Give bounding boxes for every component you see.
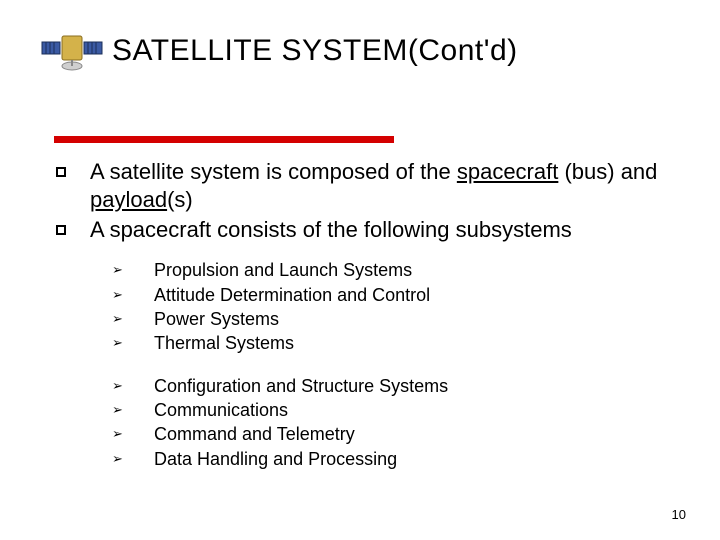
sub-bullet-item: ➢ Data Handling and Processing (112, 447, 660, 471)
main-bullet-item: A satellite system is composed of the sp… (56, 158, 660, 214)
text-fragment: (s) (167, 187, 193, 212)
title-rule (54, 136, 394, 143)
sub-bullet-item: ➢ Thermal Systems (112, 331, 660, 355)
main-bullet-text: A satellite system is composed of the sp… (90, 159, 657, 212)
main-bullet-text: A spacecraft consists of the following s… (90, 217, 572, 242)
chevron-icon: ➢ (112, 377, 123, 395)
chevron-icon: ➢ (112, 310, 123, 328)
underlined-word: payload (90, 187, 167, 212)
square-bullet-icon (56, 167, 66, 177)
sub-bullet-text: Command and Telemetry (154, 424, 355, 444)
chevron-icon: ➢ (112, 450, 123, 468)
sub-bullet-item: ➢ Command and Telemetry (112, 422, 660, 446)
slide-title: SATELLITE SYSTEM(Cont'd) (112, 34, 518, 68)
content-area: A satellite system is composed of the sp… (56, 158, 660, 471)
chevron-icon: ➢ (112, 425, 123, 443)
text-fragment: (bus) and (558, 159, 657, 184)
sub-bullet-item: ➢ Configuration and Structure Systems (112, 374, 660, 398)
sub-bullet-list: ➢ Propulsion and Launch Systems ➢ Attitude… (112, 258, 660, 470)
chevron-icon: ➢ (112, 261, 123, 279)
title-row: SATELLITE SYSTEM(Cont'd) (40, 24, 680, 78)
sub-bullet-group: ➢ Propulsion and Launch Systems ➢ Attitude… (112, 258, 660, 355)
underlined-word: spacecraft (457, 159, 559, 184)
chevron-icon: ➢ (112, 286, 123, 304)
sub-bullet-text: Attitude Determination and Control (154, 285, 430, 305)
chevron-icon: ➢ (112, 401, 123, 419)
main-bullet-list: A satellite system is composed of the sp… (56, 158, 660, 244)
chevron-icon: ➢ (112, 334, 123, 352)
square-bullet-icon (56, 225, 66, 235)
main-bullet-item: A spacecraft consists of the following s… (56, 216, 660, 244)
page-number: 10 (672, 507, 686, 522)
sub-bullet-item: ➢ Power Systems (112, 307, 660, 331)
sub-bullet-item: ➢ Propulsion and Launch Systems (112, 258, 660, 282)
sub-bullet-group: ➢ Configuration and Structure Systems ➢ Co… (112, 374, 660, 471)
sub-bullet-text: Thermal Systems (154, 333, 294, 353)
slide: { "title": "SATELLITE SYSTEM(Cont'd)", "… (0, 0, 720, 540)
sub-bullet-text: Data Handling and Processing (154, 449, 397, 469)
satellite-icon (40, 24, 104, 78)
sub-bullet-text: Propulsion and Launch Systems (154, 260, 412, 280)
sub-bullet-item: ➢ Communications (112, 398, 660, 422)
sub-bullet-text: Communications (154, 400, 288, 420)
sub-bullet-item: ➢ Attitude Determination and Control (112, 283, 660, 307)
sub-bullet-text: Configuration and Structure Systems (154, 376, 448, 396)
text-fragment: A satellite system is composed of the (90, 159, 457, 184)
sub-bullet-text: Power Systems (154, 309, 279, 329)
